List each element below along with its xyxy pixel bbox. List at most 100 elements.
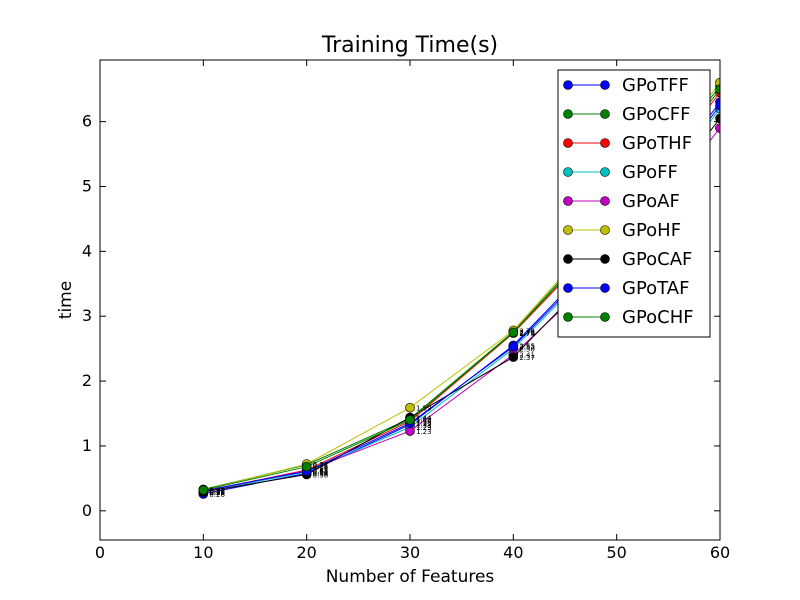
data-label: 0.58 [313, 470, 329, 478]
data-label: 0.32 [209, 487, 225, 495]
x-tick-label: 20 [296, 543, 316, 562]
data-label: 0.71 [313, 462, 329, 470]
x-tick-label: 0 [95, 543, 105, 562]
legend-entry: GPoFF [563, 162, 678, 183]
legend-entry: GPoTFF [563, 75, 689, 96]
legend-marker [600, 254, 610, 264]
data-label: 2.74 [519, 330, 535, 338]
legend-marker [563, 312, 573, 322]
y-tick-label: 3 [82, 306, 92, 325]
data-point [715, 100, 720, 111]
data-point [715, 84, 720, 94]
ticks-layer: 0 10 20 30 40 50 60 0 1 2 3 4 5 6 [82, 60, 730, 562]
data-label: 1.40 [416, 417, 432, 425]
legend-marker [600, 312, 610, 322]
legend-label: GPoTHF [622, 133, 692, 154]
data-label: 0.33 [209, 486, 225, 494]
data-label-layer: 0.26 0.58 1.33 2.55 0.33 0.71 1.42 2.76 0.30 0.63… [209, 327, 535, 498]
legend-marker [563, 167, 573, 177]
data-label: 1.29 [416, 424, 432, 432]
data-label: 2.78 [519, 327, 535, 335]
data-label: 0.72 [313, 461, 329, 469]
data-label: 0.26 [209, 491, 225, 499]
data-point [405, 415, 415, 425]
data-point [405, 402, 415, 413]
data-label: 2.41 [519, 351, 535, 359]
legend-label: GPoTAF [622, 278, 689, 299]
legend-label: GPoFF [622, 162, 678, 183]
x-tick-label: 50 [606, 543, 626, 562]
legend-label: GPoCAF [622, 249, 692, 270]
x-tick-label: 30 [400, 543, 420, 562]
legend-label: GPoTFF [622, 75, 689, 96]
data-point [508, 341, 519, 352]
data-point [198, 485, 209, 495]
legend-entry: GPoCAF [563, 249, 692, 270]
legend-marker [563, 254, 573, 264]
y-tick-label: 6 [82, 112, 92, 131]
chart-title: Training Time(s) [321, 33, 498, 58]
y-tick-label: 4 [82, 241, 92, 260]
data-label: 1.42 [416, 416, 432, 424]
data-point [508, 327, 519, 338]
data-label: 0.30 [209, 488, 225, 496]
legend-entry: GPoCFF [563, 104, 690, 125]
y-tick-label: 1 [82, 436, 92, 455]
legend-marker [600, 109, 610, 119]
legend-marker [600, 80, 610, 90]
data-label: 0.29 [209, 489, 225, 497]
legend-entry: GPoTHF [563, 133, 692, 154]
data-label: 1.44 [416, 414, 432, 422]
x-axis-label: Number of Features [326, 567, 495, 587]
data-label: 0.30 [209, 488, 225, 496]
legend-label: GPoHF [622, 220, 681, 241]
data-point [508, 352, 519, 362]
data-label: 1.35 [416, 420, 432, 428]
data-label: 2.75 [519, 329, 535, 337]
data-label: 2.37 [519, 354, 535, 362]
data-point [715, 123, 720, 133]
legend-marker [563, 138, 573, 148]
data-label: 1.33 [416, 422, 432, 430]
data-label: 0.60 [313, 469, 329, 477]
legend-label: GPoAF [622, 191, 680, 212]
y-tick-label: 5 [82, 176, 92, 195]
x-tick-label: 60 [710, 543, 730, 562]
legend-label: GPoCFF [622, 104, 690, 125]
legend-marker [563, 196, 573, 206]
data-label: 0.32 [209, 487, 225, 495]
legend-marker [600, 196, 610, 206]
data-label: 0.29 [209, 489, 225, 497]
data-label: 2.53 [519, 344, 535, 352]
data-label: 0.63 [313, 467, 329, 475]
data-point [301, 461, 312, 472]
legend-marker [600, 167, 610, 177]
data-label: 0.56 [313, 471, 329, 479]
data-label: 1.59 [416, 405, 432, 413]
legend-label: GPoCHF [622, 307, 694, 328]
legend: GPoTFF GPoCFF GPoTHF GPoFF GPoAF GPoHF GPoCAF G… [557, 69, 711, 338]
data-label: 0.62 [313, 468, 329, 476]
legend-marker [600, 138, 610, 148]
data-label: 0.61 [313, 468, 329, 476]
y-tick-label: 2 [82, 371, 92, 390]
legend-entry: GPoCHF [563, 307, 694, 328]
data-label: 2.50 [519, 346, 535, 354]
data-point [715, 113, 720, 124]
legend-marker [563, 283, 573, 293]
legend-marker [563, 109, 573, 119]
legend-marker [600, 283, 610, 293]
x-tick-label: 10 [193, 543, 213, 562]
legend-marker [600, 225, 610, 235]
legend-marker [563, 225, 573, 235]
data-label: 1.23 [416, 428, 432, 436]
legend-entry: GPoTAF [563, 278, 689, 299]
data-label: 0.68 [313, 464, 329, 472]
legend-entry: GPoHF [563, 220, 681, 241]
data-label: 1.38 [416, 418, 432, 426]
data-label: 2.55 [519, 342, 535, 350]
x-tick-label: 40 [503, 543, 523, 562]
legend-entry: GPoAF [563, 191, 680, 212]
y-tick-label: 0 [82, 501, 92, 520]
